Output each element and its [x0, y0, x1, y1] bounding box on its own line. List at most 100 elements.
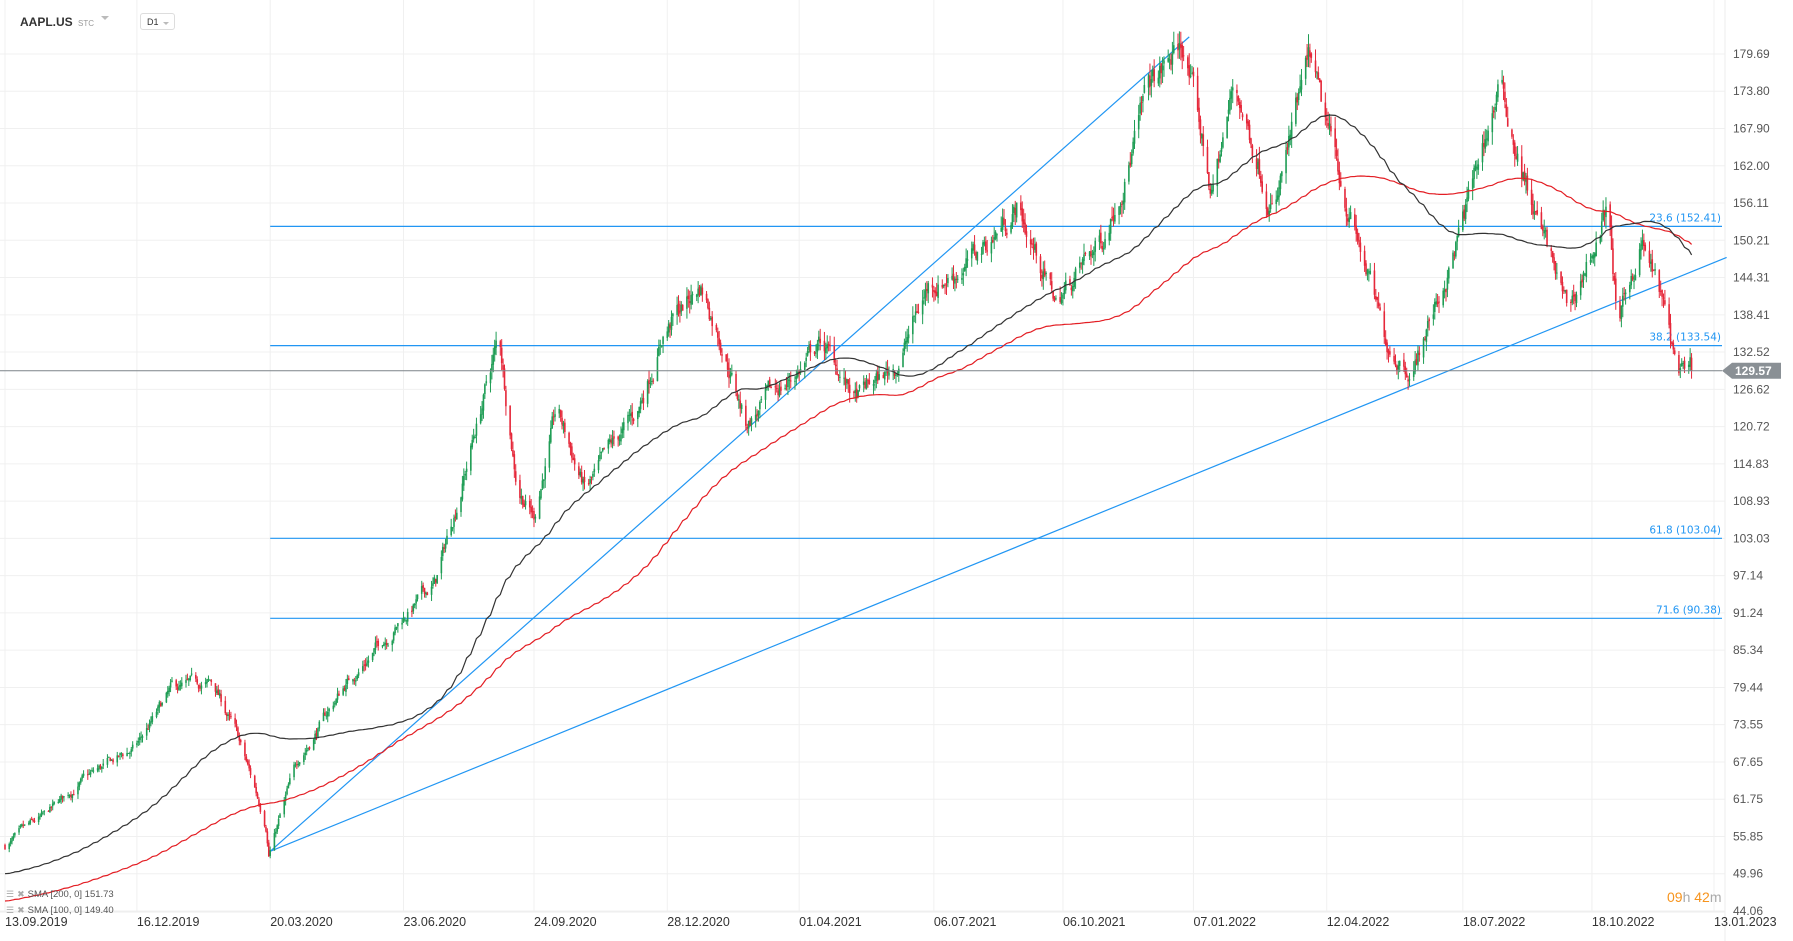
candle-down	[253, 775, 256, 788]
candle-up	[71, 794, 74, 799]
timeframe-select[interactable]: D1	[140, 13, 175, 30]
candle-down	[868, 380, 871, 385]
candle-up	[207, 678, 210, 680]
candle-up	[826, 344, 829, 349]
candle-up	[317, 728, 319, 738]
candle-up	[130, 749, 133, 753]
candle-down	[559, 409, 562, 418]
symbol-label[interactable]: AAPL.US	[20, 15, 73, 29]
candle-up	[120, 753, 123, 755]
candle-down	[338, 693, 340, 696]
candle-down	[777, 390, 779, 396]
candle-down	[296, 764, 298, 766]
settings-icon[interactable]: ☰	[6, 905, 15, 915]
candle-down	[1346, 218, 1349, 222]
candle-down	[86, 774, 89, 776]
candle-up	[432, 583, 434, 586]
x-tick-label: 16.12.2019	[137, 915, 200, 929]
candle-down	[249, 768, 252, 775]
candle-down	[829, 345, 831, 347]
candle-down	[324, 712, 326, 716]
candle-up	[600, 451, 603, 454]
y-tick-label: 85.34	[1733, 643, 1763, 657]
x-tick-label: 28.12.2020	[667, 915, 730, 929]
symbol-dropdown-icon[interactable]	[101, 16, 109, 20]
candle-down	[523, 503, 525, 507]
candle-up	[127, 752, 130, 754]
candle-down	[1690, 357, 1693, 371]
candle-down	[521, 495, 524, 505]
candle-up	[659, 344, 662, 346]
candle-down	[500, 347, 503, 364]
y-tick-label: 103.03	[1733, 531, 1770, 545]
close-icon[interactable]: ✖	[17, 889, 25, 899]
candles	[4, 31, 1693, 859]
candle-down	[1003, 218, 1005, 225]
candle-up	[39, 815, 41, 817]
candle-down	[256, 793, 259, 799]
y-tick-label: 114.83	[1733, 457, 1769, 471]
candle-up	[874, 380, 876, 383]
candle-down	[210, 680, 213, 682]
candle-up	[562, 422, 565, 427]
candle-up	[1571, 295, 1574, 303]
close-icon[interactable]: ✖	[17, 905, 25, 915]
candle-up	[794, 380, 796, 382]
candle-up	[357, 672, 360, 676]
candle-up	[1281, 171, 1283, 177]
candle-down	[745, 405, 747, 426]
candle-down	[176, 687, 179, 690]
legend-sma-100[interactable]: ☰ ✖ SMA [100, 0] 149.40	[6, 905, 114, 916]
candle-up	[326, 711, 329, 717]
candle-down	[117, 755, 120, 757]
candle-up	[621, 428, 624, 434]
candle-up	[1276, 195, 1279, 200]
candle-up	[700, 286, 702, 296]
candle-down	[853, 391, 855, 393]
candle-down	[70, 794, 72, 797]
legend-sma-200[interactable]: ☰ ✖ SMA [200, 0] 151.73	[6, 889, 114, 900]
x-tick-label: 06.10.2021	[1063, 915, 1126, 929]
candle-down	[986, 250, 988, 252]
candle-up	[1495, 94, 1498, 105]
candle-up	[318, 721, 321, 729]
candle-down	[1182, 55, 1185, 57]
candle-up	[1366, 269, 1369, 275]
candle-up	[1300, 79, 1303, 90]
candle-up	[750, 418, 753, 425]
candle-down	[780, 386, 782, 391]
overlay: 129.57	[0, 362, 1781, 379]
candle-up	[1091, 253, 1094, 255]
candle-up	[1638, 249, 1641, 276]
candle-down	[1553, 257, 1555, 264]
candle-up	[1516, 153, 1519, 162]
candle-down	[1112, 215, 1115, 221]
candle-up	[436, 574, 438, 584]
candle-up	[1227, 109, 1230, 114]
x-tick-label: 23.06.2020	[403, 915, 466, 929]
candle-down	[1356, 232, 1359, 241]
candle-down	[711, 316, 713, 327]
candle-down	[572, 457, 575, 461]
candle-up	[540, 489, 542, 499]
candle-up	[1062, 294, 1064, 299]
candle-up	[593, 468, 596, 472]
candle-down	[1619, 301, 1621, 319]
candle-up	[391, 640, 394, 646]
candle-down	[513, 454, 516, 470]
candle-down	[1603, 211, 1606, 216]
candle-up	[279, 814, 281, 818]
candle-down	[376, 641, 378, 643]
candle-up	[983, 241, 986, 245]
candle-up	[68, 795, 71, 797]
candle-up	[49, 806, 51, 813]
candle-up	[446, 535, 448, 545]
candle-down	[934, 290, 937, 294]
candle-up	[787, 378, 789, 388]
candle-up	[1114, 214, 1116, 222]
candle-up	[1220, 148, 1223, 152]
candle-up	[921, 300, 924, 315]
candle-up	[1042, 271, 1045, 280]
settings-icon[interactable]: ☰	[6, 889, 15, 899]
